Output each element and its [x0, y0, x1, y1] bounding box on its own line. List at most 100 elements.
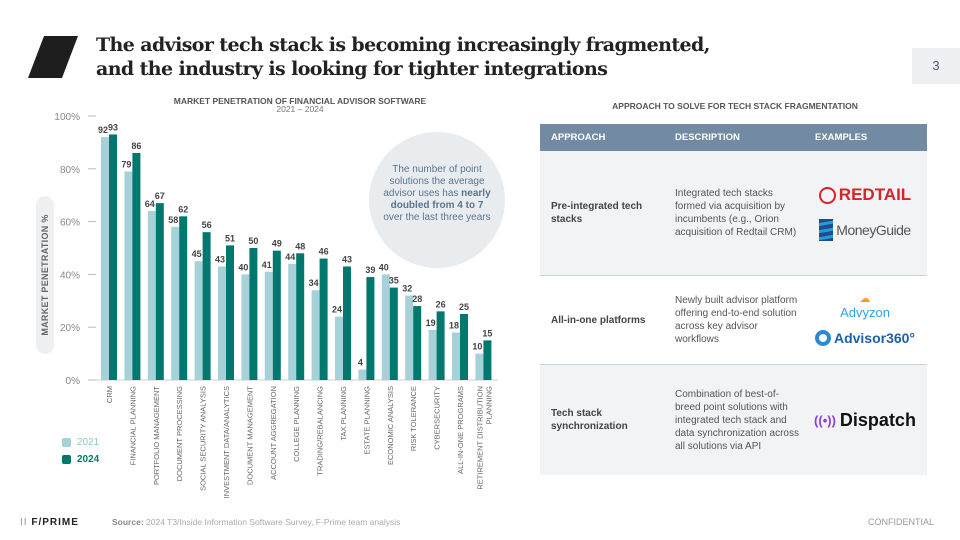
data-label: 28	[412, 294, 422, 304]
page-title: The advisor tech stack is becoming incre…	[96, 34, 710, 80]
data-label: 51	[225, 233, 235, 243]
x-tick-label: TAX PLANNING	[339, 386, 348, 441]
table-row: Tech stack synchronization Combination o…	[540, 365, 927, 475]
data-label: 43	[342, 254, 352, 264]
examples-cell: ☁ Advyzon Advisor360°	[803, 294, 927, 346]
dispatch-logo: ((•)) Dispatch	[814, 409, 916, 430]
legend-label: 2024	[77, 454, 100, 465]
x-tick-label: ALL-IN-ONE PROGRAMS	[456, 386, 465, 474]
bar-2024	[389, 287, 398, 380]
data-label: 39	[365, 265, 375, 275]
advisor360-logo: Advisor360°	[814, 330, 915, 346]
table-header: APPROACH DESCRIPTION EXAMPLES	[540, 124, 927, 151]
bar-2021	[405, 295, 414, 380]
data-label: 58	[168, 215, 178, 225]
source-note: Source: 2024 T3/Inside Information Softw…	[112, 517, 401, 527]
bar-2021	[147, 211, 156, 380]
x-tick-label: RISK TOLERANCE	[409, 386, 418, 451]
data-label: 40	[238, 262, 248, 272]
bar-2024	[460, 314, 468, 380]
redtail-logo: REDTAIL	[818, 185, 911, 205]
bar-2021	[288, 263, 297, 380]
chart-subtitle: 2021 – 2024	[276, 104, 324, 114]
y-tick-label: 20%	[60, 323, 80, 334]
approach-cell: All-in-one platforms	[551, 314, 646, 326]
data-label: 45	[192, 249, 202, 259]
y-axis-label-background	[36, 196, 54, 354]
data-label: 56	[202, 220, 212, 230]
bar-2024	[249, 248, 258, 380]
data-label: 24	[332, 305, 342, 315]
x-tick-label: COLLEGE PLANNING	[292, 386, 301, 462]
y-tick-label: 80%	[60, 165, 80, 176]
bar-2024	[413, 306, 422, 380]
x-tick-label: CRM	[105, 386, 114, 403]
envestnet-icon	[819, 219, 834, 241]
data-label: 48	[295, 241, 305, 251]
x-tick-label: ECONOMIC ANALYSIS	[386, 386, 395, 465]
bar-2024	[366, 277, 375, 380]
y-tick-label: 40%	[60, 270, 80, 281]
callout-bubble: The number of point solutions the averag…	[369, 132, 505, 268]
bar-2024	[179, 216, 188, 380]
data-label: 4	[358, 357, 363, 367]
data-label: 50	[248, 236, 258, 246]
approach-cell: Pre-integrated tech stacks	[551, 201, 643, 225]
data-label: 25	[459, 302, 469, 312]
data-label: 44	[285, 252, 295, 262]
brand-slash-icon	[28, 36, 78, 78]
bar-2021	[241, 274, 250, 380]
ring-icon	[814, 330, 831, 346]
bar-2021	[358, 369, 367, 380]
bar-2024	[202, 232, 211, 380]
cloud-chart-icon: ☁	[859, 293, 871, 305]
approach-cell: Tech stack synchronization	[551, 408, 628, 432]
data-label: 26	[436, 299, 446, 309]
y-tick-label: 100%	[54, 112, 80, 123]
data-label: 15	[482, 328, 492, 338]
bar-2024	[296, 253, 305, 380]
x-tick-label: TRADING/REBALANCING	[316, 386, 325, 476]
bar-2021	[311, 290, 320, 380]
description-cell: Newly built advisor platform offering en…	[675, 295, 798, 345]
legend-swatch	[62, 438, 71, 447]
data-label: 40	[379, 262, 389, 272]
bar-2021	[171, 226, 180, 380]
data-label: 62	[178, 204, 188, 214]
data-label: 10	[472, 342, 482, 352]
bar-2021	[101, 137, 109, 380]
x-tick-label: ACCOUNT AGGREGATION	[269, 386, 278, 480]
fprime-logo: II F/PRIME	[20, 517, 79, 528]
data-label: 35	[389, 276, 399, 286]
description-cell: Integrated tech stacks formed via acquis…	[675, 188, 797, 238]
examples-cell: ((•)) Dispatch	[803, 410, 927, 431]
bar-2021	[335, 316, 343, 380]
bar-2024	[483, 340, 492, 380]
table-row: Pre-integrated tech stacks Integrated te…	[540, 151, 927, 276]
y-tick-label: 60%	[60, 218, 80, 229]
bar-2024	[436, 311, 445, 380]
bar-2021	[475, 353, 484, 380]
confidential-label: CONFIDENTIAL	[868, 517, 935, 527]
data-label: 67	[155, 191, 165, 201]
bar-2021	[194, 261, 203, 380]
x-tick-label: DOCUMENT MANAGEMENT	[245, 386, 254, 485]
x-tick-label: RETIREMENT DISTRIBUTION	[475, 386, 484, 490]
legend-label: 2021	[77, 437, 100, 448]
header-description: DESCRIPTION	[675, 132, 740, 143]
header-approach: APPROACH	[551, 132, 606, 143]
description-cell: Combination of best-of-breed point solut…	[675, 388, 799, 452]
data-label: 92	[98, 125, 108, 135]
bar-2021	[428, 329, 437, 380]
bar-2024	[272, 250, 281, 380]
legend-item-2021: 2021	[62, 437, 99, 448]
data-label: 34	[309, 278, 319, 288]
bar-2021	[264, 271, 273, 380]
data-label: 64	[145, 199, 155, 209]
data-label: 93	[108, 122, 118, 132]
bar-2024	[226, 245, 234, 380]
data-label: 43	[215, 254, 225, 264]
table-row: All-in-one platforms Newly built advisor…	[540, 276, 927, 365]
bar-2021	[452, 332, 460, 380]
